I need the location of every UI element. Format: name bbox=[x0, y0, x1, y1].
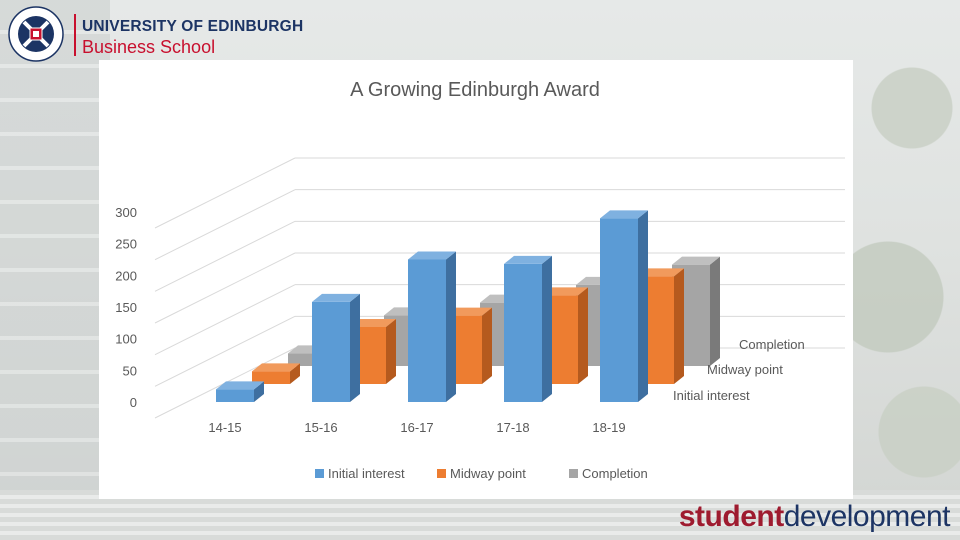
bar-front bbox=[252, 371, 290, 384]
y-tick-label-5: 250 bbox=[115, 237, 137, 252]
bar-front bbox=[504, 263, 542, 402]
bar-top bbox=[672, 256, 720, 265]
y-tick-label-1: 50 bbox=[123, 363, 137, 378]
bar-side bbox=[482, 307, 492, 384]
bar-top bbox=[408, 251, 456, 260]
y-tick-label-3: 150 bbox=[115, 300, 137, 315]
bar-top bbox=[504, 255, 552, 264]
legend-swatch-midway bbox=[437, 469, 446, 478]
bar-initial-15-16 bbox=[312, 293, 360, 402]
bar-top bbox=[312, 293, 360, 302]
bar-side bbox=[674, 268, 684, 384]
legend-swatch-completion bbox=[569, 469, 578, 478]
bar-initial-17-18 bbox=[504, 255, 552, 402]
x-tick-label-14-15: 14-15 bbox=[208, 420, 241, 435]
bar-side bbox=[350, 293, 360, 402]
bar-top bbox=[216, 381, 264, 390]
y-tick-label-4: 200 bbox=[115, 268, 137, 283]
legend-swatch-initial bbox=[315, 469, 324, 478]
y-tick-label-2: 100 bbox=[115, 332, 137, 347]
side-gridline-2 bbox=[154, 284, 296, 356]
x-tick-label-18-19: 18-19 bbox=[592, 420, 625, 435]
bar-front bbox=[312, 301, 350, 402]
brand-word-development: development bbox=[783, 500, 951, 533]
depth-label-midway: Midway point bbox=[707, 362, 783, 377]
bar-side bbox=[386, 319, 396, 384]
crest-icon bbox=[8, 6, 64, 62]
bar-side bbox=[710, 256, 720, 366]
y-tick-label-0: 0 bbox=[130, 395, 137, 410]
bar-side bbox=[542, 255, 552, 402]
chart-title: A Growing Edinburgh Award bbox=[350, 79, 600, 101]
logo-university-name: UNIVERSITY OF EDINBURGH bbox=[82, 18, 304, 35]
depth-label-completion: Completion bbox=[739, 337, 805, 352]
chart-panel: A Growing Edinburgh Award 0 50 100 150 200 25… bbox=[99, 60, 853, 499]
background-building bbox=[0, 0, 110, 540]
bar-midway-14-15 bbox=[252, 363, 300, 384]
x-tick-label-17-18: 17-18 bbox=[496, 420, 529, 435]
legend-label-midway: Midway point bbox=[450, 466, 526, 481]
x-tick-label-16-17: 16-17 bbox=[400, 420, 433, 435]
depth-label-initial: Initial interest bbox=[673, 388, 750, 403]
bar-front bbox=[600, 218, 638, 402]
university-logo: UNIVERSITY OF EDINBURGH Business School bbox=[8, 6, 303, 64]
bar-initial-14-15 bbox=[216, 381, 264, 402]
brand-word-student: student bbox=[678, 500, 784, 533]
bar-top bbox=[600, 210, 648, 219]
y-tick-label-6: 300 bbox=[115, 205, 137, 220]
x-tick-label-15-16: 15-16 bbox=[304, 420, 337, 435]
side-gridline-1 bbox=[154, 315, 296, 387]
logo-school-name: Business School bbox=[82, 37, 216, 57]
legend-label-completion: Completion bbox=[582, 466, 648, 481]
bar-initial-18-19 bbox=[600, 210, 648, 402]
side-gridline-6 bbox=[154, 157, 296, 229]
bar-front bbox=[408, 259, 446, 402]
bar-side bbox=[254, 381, 264, 402]
bar-side bbox=[638, 210, 648, 402]
bar-top bbox=[252, 363, 300, 372]
chart-svg: A Growing Edinburgh Award 0 50 100 150 200 25… bbox=[115, 79, 845, 481]
side-gridline-4 bbox=[154, 220, 296, 292]
side-gridline-5 bbox=[154, 189, 296, 261]
student-development-logo: studentdevelopment bbox=[678, 500, 951, 534]
side-gridline-3 bbox=[154, 252, 296, 324]
bar-front bbox=[216, 389, 254, 402]
bar-side bbox=[446, 251, 456, 402]
legend-label-initial: Initial interest bbox=[328, 466, 405, 481]
logo-divider bbox=[74, 14, 76, 56]
bar-side bbox=[290, 363, 300, 384]
background-trees bbox=[840, 0, 960, 540]
bar-initial-16-17 bbox=[408, 251, 456, 402]
bar-side bbox=[578, 287, 588, 384]
